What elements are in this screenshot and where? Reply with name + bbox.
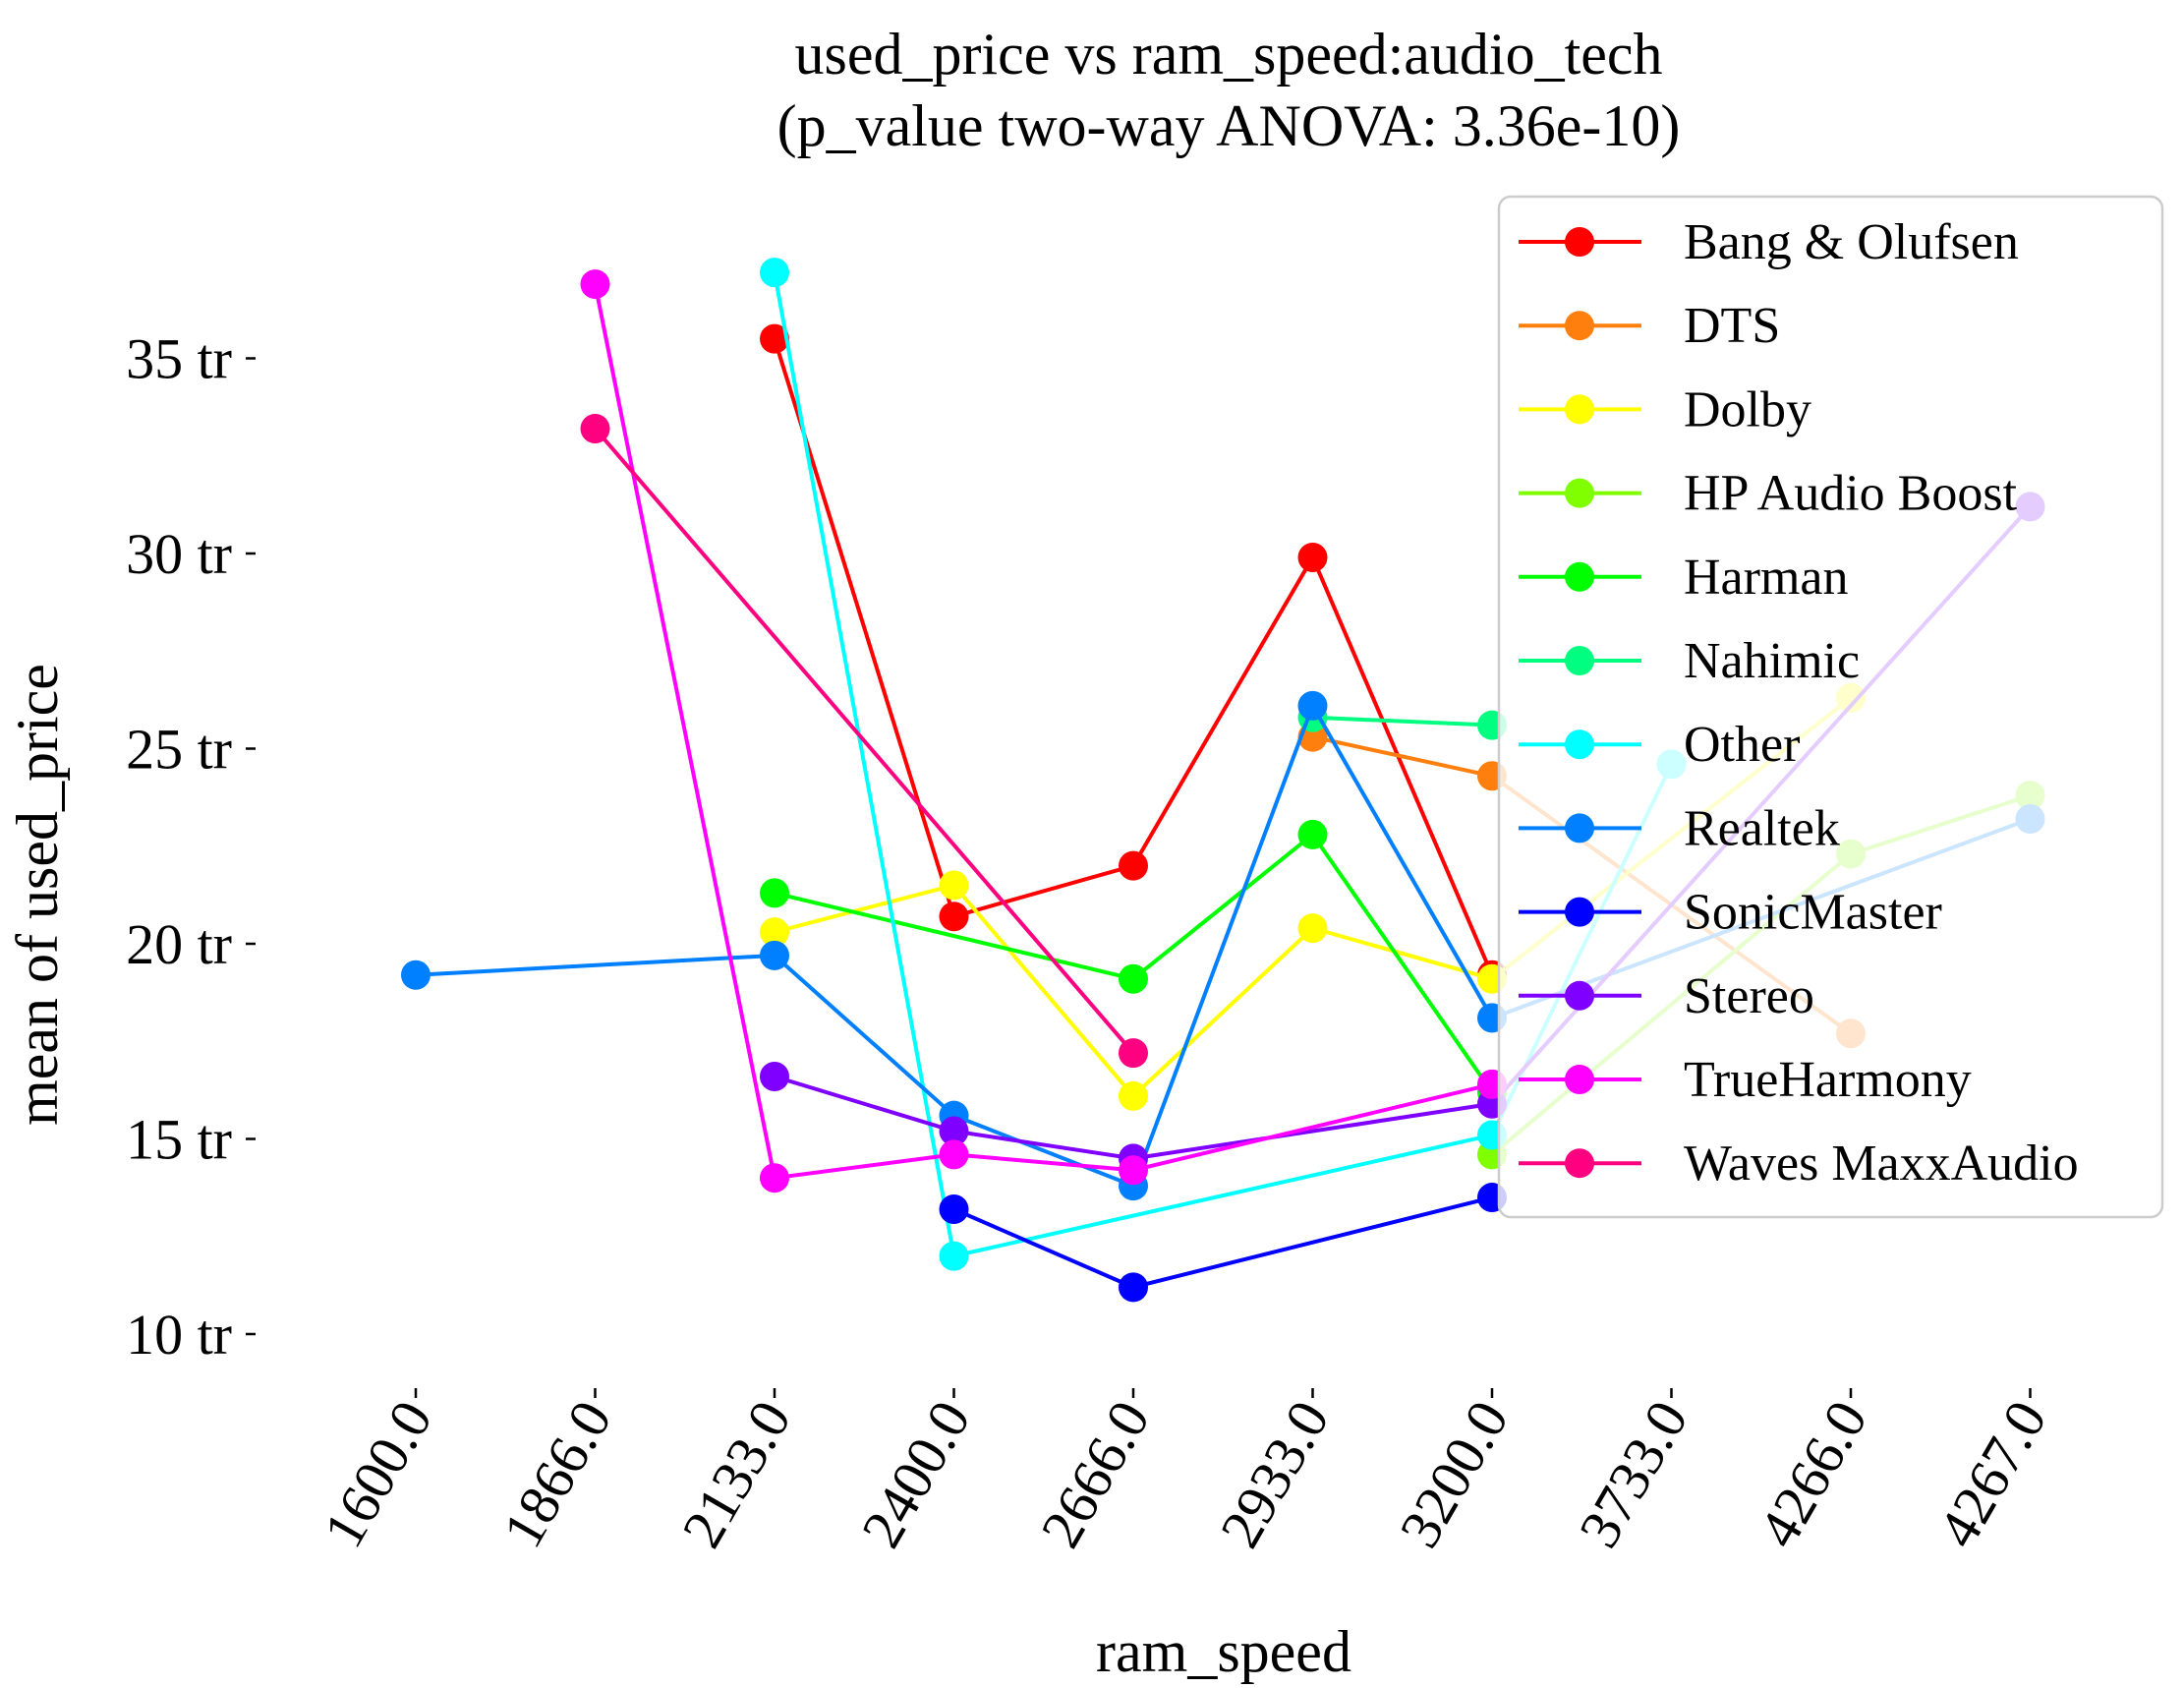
- series-sonicmaster: [939, 1183, 1507, 1303]
- legend-label: TrueHarmony: [1684, 1052, 1972, 1108]
- legend-label: Dolby: [1684, 381, 1811, 437]
- x-tick-label: 2133.0: [669, 1390, 803, 1558]
- data-point: [1119, 850, 1148, 881]
- legend-marker: [1565, 813, 1594, 844]
- legend-label: Other: [1684, 717, 1800, 773]
- y-tick-label: 10 tr: [126, 1303, 232, 1367]
- chart-title: used_price vs ram_speed:audio_tech (p_va…: [777, 22, 1681, 158]
- legend-marker: [1565, 561, 1594, 592]
- legend-label: DTS: [1684, 298, 1780, 354]
- data-point: [580, 269, 610, 300]
- legend-marker: [1565, 897, 1594, 927]
- x-tick-label: 3200.0: [1387, 1390, 1521, 1558]
- data-point: [1119, 1080, 1148, 1111]
- legend-marker: [1565, 1065, 1594, 1094]
- data-point: [1297, 690, 1328, 721]
- data-point: [401, 960, 431, 990]
- data-point: [580, 413, 610, 443]
- legend-label: Nahimic: [1684, 633, 1860, 689]
- data-point: [760, 917, 789, 948]
- chart-title-line-1: used_price vs ram_speed:audio_tech: [794, 22, 1662, 87]
- data-point: [939, 1116, 969, 1146]
- data-point: [939, 1193, 969, 1224]
- data-point: [939, 902, 969, 932]
- y-tick-label: 25 tr: [126, 718, 232, 782]
- legend-marker: [1565, 729, 1594, 760]
- legend-marker: [1565, 1148, 1594, 1179]
- series-line: [1312, 715, 1493, 728]
- data-point: [1119, 963, 1148, 994]
- y-tick-label: 35 tr: [126, 327, 232, 391]
- y-tick-label: 15 tr: [126, 1108, 232, 1172]
- legend-label: Stereo: [1684, 968, 1814, 1024]
- series-line: [593, 427, 1135, 1055]
- legend-marker: [1565, 227, 1594, 257]
- legend-label: Harman: [1684, 550, 1848, 606]
- x-tick-label: 2400.0: [849, 1390, 983, 1558]
- y-tick-label: 30 tr: [126, 522, 232, 586]
- x-tick-label: 4266.0: [1746, 1390, 1879, 1558]
- data-point: [1119, 1272, 1148, 1303]
- x-tick-label: 4267.0: [1925, 1390, 2059, 1558]
- legend-marker: [1565, 478, 1594, 508]
- series-bang-olufsen: [760, 323, 1507, 990]
- legend-label: Realtek: [1684, 800, 1840, 856]
- x-axis: 1600.0 1866.0 2133.0 2400.0 2666.0 2933.0 3200…: [311, 1388, 2059, 1558]
- data-point: [1119, 1155, 1148, 1186]
- data-point: [760, 878, 789, 908]
- data-point: [760, 323, 789, 354]
- legend: Bang & Olufsen DTS Dolby HP Audio Boost Harm…: [1497, 195, 2164, 1219]
- data-point: [760, 1163, 789, 1193]
- legend-marker: [1565, 980, 1594, 1011]
- x-tick-label: 2666.0: [1028, 1390, 1162, 1558]
- data-point: [760, 258, 789, 288]
- data-point: [939, 1139, 969, 1170]
- data-point: [939, 870, 969, 901]
- data-point: [1297, 542, 1328, 572]
- data-point: [1119, 1038, 1148, 1069]
- legend-frame: [1497, 195, 2164, 1219]
- legend-marker: [1565, 646, 1594, 675]
- legend-label: Bang & Olufsen: [1684, 214, 2019, 270]
- series-line: [774, 832, 1494, 1094]
- series-trueharmony: [580, 269, 1507, 1193]
- legend-label: HP Audio Boost: [1684, 466, 2018, 522]
- series-line: [593, 283, 1493, 1181]
- legend-marker: [1565, 311, 1594, 341]
- legend-marker: [1565, 394, 1594, 425]
- chart-title-line-2: (p_value two-way ANOVA: 3.36e-10): [777, 93, 1681, 158]
- legend-label: SonicMaster: [1684, 885, 1942, 941]
- legend-label: Waves MaxxAudio: [1684, 1135, 2079, 1192]
- data-point: [1297, 819, 1328, 849]
- series-waves-maxxaudio: [580, 413, 1148, 1069]
- x-tick-label: 3733.0: [1567, 1390, 1700, 1558]
- data-point: [760, 940, 789, 970]
- x-tick-label: 2933.0: [1208, 1390, 1342, 1558]
- data-point: [1297, 913, 1328, 944]
- series-line: [952, 1195, 1493, 1290]
- y-tick-label: 20 tr: [126, 912, 232, 976]
- x-axis-label: ram_speed: [1096, 1619, 1351, 1684]
- x-tick-label: 1600.0: [311, 1390, 444, 1558]
- data-point: [939, 1241, 969, 1271]
- y-axis-label: mean of used_price: [5, 664, 70, 1126]
- data-point: [760, 1061, 789, 1091]
- y-axis: 10 tr 15 tr 20 tr 25 tr 30 tr 35 tr: [126, 327, 256, 1367]
- x-tick-label: 1866.0: [490, 1390, 624, 1558]
